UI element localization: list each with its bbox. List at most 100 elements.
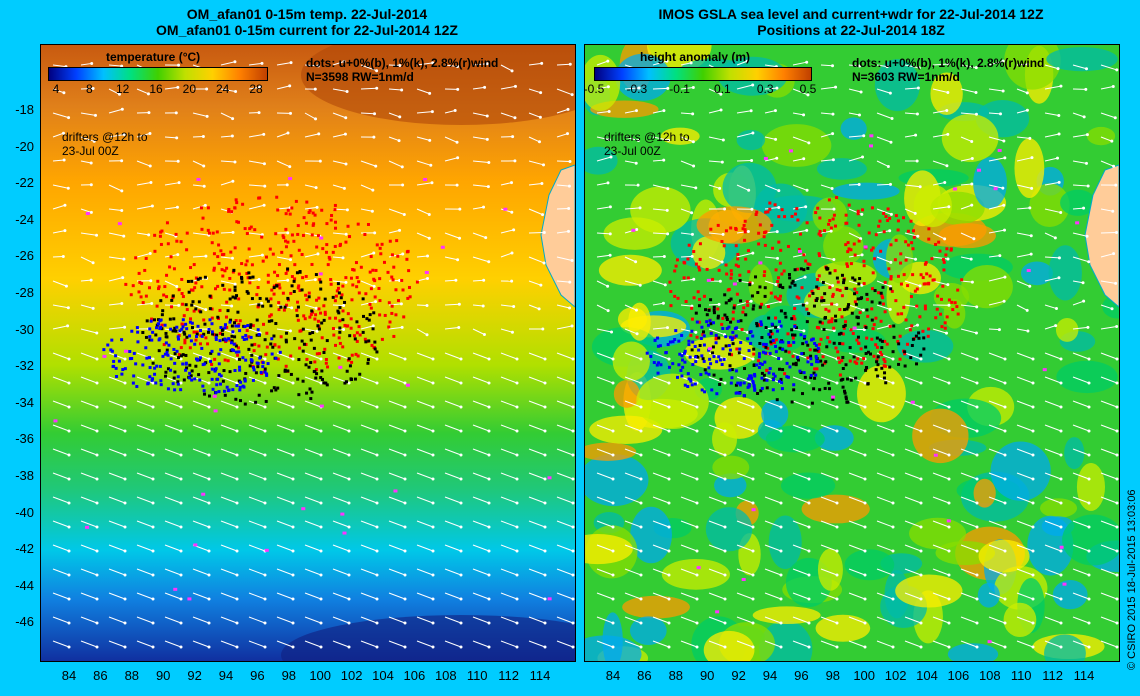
lon-tick-label: 102 (884, 668, 907, 683)
drifter-dot (210, 330, 214, 334)
current-vector-head (67, 477, 71, 481)
drifter-dot (292, 290, 296, 294)
drifter-dot (749, 374, 753, 378)
current-vector (192, 640, 210, 648)
drifter-dot (346, 312, 350, 316)
current-vector (848, 376, 866, 384)
current-vector (416, 111, 433, 114)
credit-text: © CSIRO 2015 18-Jul-2015 13:03:06 (1126, 489, 1138, 670)
drifter-dot (802, 253, 806, 257)
current-vector-head (667, 549, 671, 553)
current-vector-head (207, 453, 211, 457)
current-vector-head (403, 357, 407, 361)
current-vector-head (863, 381, 867, 385)
current-vector-head (807, 573, 811, 577)
anomaly-blob (585, 453, 649, 507)
drifter-dot (255, 293, 259, 297)
current-vector (276, 376, 294, 384)
drifter-dot (778, 261, 782, 265)
current-vector-head (230, 304, 234, 308)
current-vector-head (291, 501, 295, 505)
drifter-dot (257, 303, 261, 307)
current-vector-head (947, 549, 951, 553)
drifter-dot (842, 281, 846, 285)
drifter-dot (242, 337, 246, 341)
current-vector-head (566, 107, 570, 111)
drifter-dot (902, 305, 906, 309)
current-vector-head (431, 61, 435, 65)
drifter-dot (344, 276, 348, 280)
drifter-dot (408, 295, 412, 299)
drifter-dot (886, 219, 890, 223)
current-vector (680, 544, 698, 552)
current-vector-head (120, 159, 124, 163)
drifter-dot (247, 271, 251, 275)
current-vector (736, 376, 754, 384)
current-vector-head (695, 525, 699, 529)
current-vector-head (231, 179, 235, 183)
current-vector-head (975, 305, 979, 309)
drifter-dot (833, 224, 837, 228)
drifter-dot (704, 308, 708, 312)
current-vector (192, 520, 210, 528)
drifter-dot (751, 381, 755, 385)
current-vector-head (179, 573, 183, 577)
drifter-dot (157, 285, 161, 289)
current-vector (764, 496, 782, 504)
drifter-dot (270, 352, 274, 356)
current-vector (876, 325, 890, 330)
lon-tick-label: 96 (250, 668, 265, 683)
current-vector (596, 111, 610, 114)
current-vector-head (571, 357, 575, 361)
current-vector (596, 376, 614, 384)
current-vector (708, 256, 723, 263)
current-vector (876, 424, 894, 432)
anomaly-blob (947, 643, 999, 661)
drifter-dot (210, 322, 214, 326)
current-vector-head (91, 87, 95, 91)
current-vector-head (431, 549, 435, 553)
drifter-dot (855, 361, 859, 365)
current-vector (736, 520, 754, 528)
current-vector (52, 88, 65, 94)
current-vector-head (174, 111, 178, 115)
drifter-dot (123, 367, 127, 371)
lon-tick-label: 110 (466, 668, 488, 683)
current-vector (80, 279, 92, 282)
drifter-dot (159, 299, 163, 303)
current-vector (792, 229, 807, 234)
drifter-dot (732, 306, 736, 310)
current-vector (876, 568, 894, 576)
current-vector-head (807, 405, 811, 409)
current-vector-head (639, 597, 643, 601)
drifter-dot (870, 300, 874, 304)
current-vector (164, 616, 182, 624)
current-vector (820, 448, 838, 456)
current-vector-head (749, 109, 753, 113)
current-vector (80, 640, 98, 648)
drifter-dot (898, 357, 902, 361)
current-vector-head (543, 477, 547, 481)
current-vector-head (285, 183, 289, 187)
drifter-dot (370, 343, 374, 347)
drifter-dot (858, 277, 862, 281)
drifter-dot (686, 385, 690, 389)
current-vector (680, 232, 693, 235)
anomaly-blob (1064, 437, 1085, 470)
drifter-dot (841, 385, 845, 389)
drifter-dot (250, 353, 254, 357)
current-vector-head (943, 237, 947, 241)
current-vector-head (403, 405, 407, 409)
drifter-dot (236, 310, 240, 314)
drifter-dot (840, 273, 844, 277)
current-vector (652, 640, 670, 648)
current-vector (556, 376, 574, 384)
current-vector-head (667, 597, 671, 601)
drifter-dot (183, 332, 187, 336)
drifter-dot (352, 334, 356, 338)
drifter-dot (198, 378, 202, 382)
current-vector (736, 448, 754, 456)
drifter-dot (212, 252, 216, 256)
current-vector (1016, 109, 1028, 114)
current-vector-head (1003, 597, 1007, 601)
